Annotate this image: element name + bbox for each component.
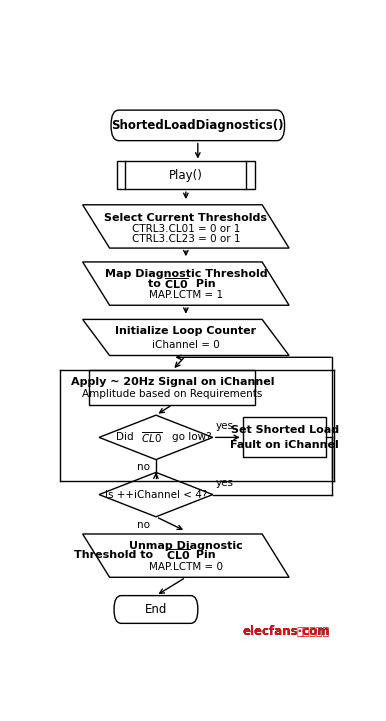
Text: Unmap Diagnostic: Unmap Diagnostic [129, 541, 243, 551]
Polygon shape [83, 319, 289, 355]
Text: Select Current Thresholds: Select Current Thresholds [104, 213, 267, 223]
Text: Fault on iChannel: Fault on iChannel [230, 440, 339, 450]
Polygon shape [83, 205, 289, 248]
Text: Apply ~ 20Hz Signal on iChannel: Apply ~ 20Hz Signal on iChannel [71, 377, 274, 387]
Bar [243, 417, 327, 457]
Polygon shape [83, 262, 289, 305]
Text: $\overline{\mathbf{CL0}}$: $\overline{\mathbf{CL0}}$ [166, 548, 191, 562]
FancyBboxPatch shape [114, 596, 198, 624]
Polygon shape [83, 534, 289, 578]
Text: Pin: Pin [193, 550, 216, 560]
Text: Initialize Loop Counter: Initialize Loop Counter [115, 326, 256, 336]
Polygon shape [99, 472, 213, 517]
Text: MAP.LCTM = 0: MAP.LCTM = 0 [149, 562, 223, 572]
FancyBboxPatch shape [111, 110, 284, 141]
Text: Did: Did [116, 433, 137, 443]
Text: Amplitude based on Requirements: Amplitude based on Requirements [82, 389, 262, 399]
Text: Pin: Pin [192, 278, 215, 288]
Text: to: to [148, 278, 165, 288]
Text: no: no [137, 462, 151, 472]
Text: Play(): Play() [169, 169, 203, 182]
Bar [90, 370, 256, 404]
Text: elecfans·com: elecfans·com [243, 625, 330, 638]
Text: iChannel = 0: iChannel = 0 [152, 340, 220, 350]
Text: yes: yes [216, 421, 234, 430]
Text: $\overline{\mathbf{CL0}}$: $\overline{\mathbf{CL0}}$ [164, 276, 190, 291]
Text: ShortedLoadDiagnostics(): ShortedLoadDiagnostics() [112, 119, 284, 132]
Text: yes: yes [216, 478, 234, 488]
Text: Is ++iChannel < 4?: Is ++iChannel < 4? [105, 490, 207, 500]
Text: go low?: go low? [173, 433, 212, 443]
Text: Set Shorted Load: Set Shorted Load [230, 425, 339, 435]
Text: CTRL3.CL23 = 0 or 1: CTRL3.CL23 = 0 or 1 [132, 234, 240, 244]
Text: Threshold to: Threshold to [74, 550, 157, 560]
Text: Map Diagnostic Threshold: Map Diagnostic Threshold [105, 269, 267, 279]
Text: End: End [145, 603, 167, 616]
Text: no: no [137, 520, 151, 529]
Text: MAP.LCTM = 1: MAP.LCTM = 1 [149, 290, 223, 300]
Text: elecfans·com: elecfans·com [243, 625, 330, 638]
Text: CTRL3.CL01 = 0 or 1: CTRL3.CL01 = 0 or 1 [132, 224, 240, 234]
Polygon shape [99, 415, 213, 459]
Text: 电子发烧友: 电子发烧友 [296, 627, 330, 637]
Bar [117, 162, 255, 189]
Text: $\overline{CL0}$: $\overline{CL0}$ [141, 430, 162, 445]
